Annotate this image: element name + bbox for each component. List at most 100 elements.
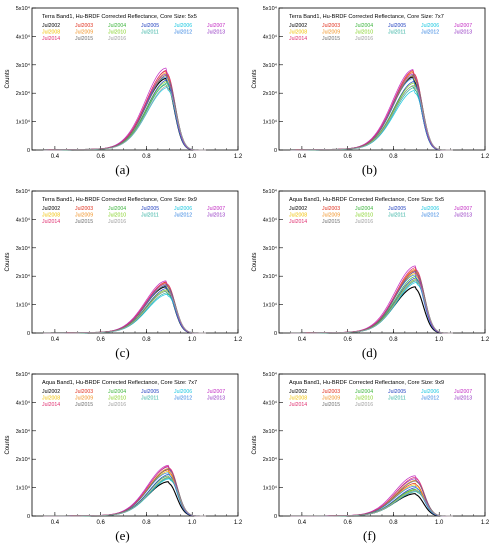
- series-line-jul2016: [43, 290, 206, 334]
- y-axis-label: Counts: [252, 435, 258, 454]
- x-tick-label: 1.2: [234, 520, 243, 526]
- legend-entry: Jul2004: [108, 389, 126, 395]
- x-tick-label: 1.0: [188, 337, 197, 343]
- legend-entry: Jul2016: [108, 36, 126, 42]
- legend-entry: Jul2013: [454, 30, 472, 36]
- y-axis-label: Counts: [5, 252, 11, 271]
- legend-entry: Jul2009: [75, 396, 93, 402]
- legend-entry: Jul2005: [388, 23, 406, 29]
- legend-entry: Jul2008: [289, 396, 307, 402]
- x-tick-label: 0.6: [343, 520, 352, 526]
- series-line-jul2014: [290, 267, 453, 334]
- x-tick-label: 0.6: [96, 154, 105, 160]
- legend-entry: Jul2008: [289, 213, 307, 219]
- legend-entry: Jul2002: [42, 23, 60, 29]
- series-line-jul2013: [290, 271, 453, 334]
- legend-entry: Jul2015: [75, 402, 93, 408]
- x-tick-label: 1.0: [188, 154, 197, 160]
- chart-panel-c: 0 1x10⁴ 2x10⁴ 3x10⁴ 4x10⁴ 5x10⁴ 0.4 0.6 0.8 1.0 1.…: [0, 183, 245, 366]
- series-line-jul2009: [43, 468, 206, 517]
- chart-svg-a: 0 1x10⁴ 2x10⁴ 3x10⁴ 4x10⁴ 5x10⁴ 0.4 0.6 0.8 1.0 1.…: [5, 5, 243, 160]
- y-tick-label: 5x10⁴: [16, 188, 31, 195]
- legend-entry: Jul2013: [454, 396, 472, 402]
- legend-entry: Jul2010: [108, 30, 126, 36]
- x-tick-label: 0.8: [389, 520, 398, 526]
- x-tick-label: 1.0: [435, 520, 444, 526]
- legend-entry: Jul2012: [421, 396, 439, 402]
- legend-entry: Jul2006: [421, 206, 439, 212]
- series-line-jul2015: [43, 468, 206, 517]
- chart-svg-c: 0 1x10⁴ 2x10⁴ 3x10⁴ 4x10⁴ 5x10⁴ 0.4 0.6 0.8 1.0 1.…: [5, 188, 243, 343]
- legend-entry: Jul2009: [322, 213, 340, 219]
- y-tick-label: 4x10⁴: [16, 33, 31, 40]
- legend-entry: Jul2007: [207, 23, 225, 29]
- x-tick-label: 1.2: [481, 520, 490, 526]
- legend-entry: Jul2005: [141, 23, 159, 29]
- legend-entry: Jul2002: [289, 389, 307, 395]
- x-tick-label: 0.8: [389, 154, 398, 160]
- x-tick-label: 1.0: [188, 520, 197, 526]
- series-line-jul2016: [290, 279, 453, 334]
- legend-entry: Jul2007: [454, 206, 472, 212]
- panel-label-b: (b): [361, 162, 378, 177]
- y-tick-label: 3x10⁴: [16, 245, 31, 252]
- legend-entry: Jul2014: [289, 402, 307, 408]
- legend-entry: Jul2008: [289, 30, 307, 36]
- legend-entry: Jul2004: [355, 206, 373, 212]
- legend-entry: Jul2015: [75, 219, 93, 225]
- x-tick-label: 0.4: [298, 520, 307, 526]
- y-tick-label: 0: [27, 331, 30, 337]
- legend-entry: Jul2005: [388, 389, 406, 395]
- chart-svg-f: 0 1x10⁴ 2x10⁴ 3x10⁴ 4x10⁴ 5x10⁴ 0.4 0.6 0.8 1.0 1.…: [252, 371, 490, 526]
- legend-entry: Jul2006: [174, 206, 192, 212]
- legend-entry: Jul2011: [141, 213, 159, 219]
- legend-entry: Jul2006: [174, 23, 192, 29]
- chart-title: Aqua Band1, Hu-BRDF Corrected Reflectanc…: [289, 380, 444, 386]
- legend-entry: Jul2013: [454, 213, 472, 219]
- legend-entry: Jul2012: [174, 213, 192, 219]
- series-line-jul2008: [290, 273, 453, 334]
- legend-entry: Jul2006: [421, 389, 439, 395]
- legend-entry: Jul2012: [421, 30, 439, 36]
- legend-entry: Jul2011: [388, 396, 406, 402]
- chart-svg-d: 0 1x10⁴ 2x10⁴ 3x10⁴ 4x10⁴ 5x10⁴ 0.4 0.6 0.8 1.0 1.…: [252, 188, 490, 343]
- x-tick-label: 0.4: [298, 337, 307, 343]
- y-axis-label: Counts: [252, 252, 258, 271]
- legend-entry: Jul2004: [108, 23, 126, 29]
- y-tick-label: 4x10⁴: [263, 216, 278, 223]
- legend-entry: Jul2011: [388, 30, 406, 36]
- y-tick-label: 5x10⁴: [16, 5, 31, 12]
- legend-entry: Jul2012: [421, 213, 439, 219]
- legend-entry: Jul2012: [174, 30, 192, 36]
- x-tick-label: 0.8: [142, 520, 151, 526]
- series-line-jul2012: [43, 472, 206, 517]
- y-tick-label: 1x10⁴: [16, 119, 31, 126]
- chart-title: Terra Band1, Hu-BRDF Corrected Reflectan…: [289, 14, 444, 20]
- chart-panel-a: 0 1x10⁴ 2x10⁴ 3x10⁴ 4x10⁴ 5x10⁴ 0.4 0.6 0.8 1.0 1.…: [0, 0, 245, 183]
- legend-entry: Jul2003: [75, 206, 93, 212]
- x-tick-label: 1.2: [481, 337, 490, 343]
- x-tick-label: 1.2: [234, 154, 243, 160]
- legend-entry: Jul2004: [355, 389, 373, 395]
- legend-entry: Jul2006: [421, 23, 439, 29]
- x-tick-label: 0.6: [96, 520, 105, 526]
- legend-entry: Jul2016: [355, 402, 373, 408]
- series-line-jul2009: [290, 268, 453, 334]
- legend-entry: Jul2013: [207, 213, 225, 219]
- x-tick-label: 0.8: [389, 337, 398, 343]
- legend-entry: Jul2011: [141, 30, 159, 36]
- y-tick-label: 2x10⁴: [263, 456, 278, 463]
- x-tick-label: 0.6: [96, 337, 105, 343]
- panel-label-e: (e): [115, 528, 130, 543]
- chart-svg-e: 0 1x10⁴ 2x10⁴ 3x10⁴ 4x10⁴ 5x10⁴ 0.4 0.6 0.8 1.0 1.…: [5, 371, 243, 526]
- legend-entry: Jul2008: [42, 30, 60, 36]
- x-tick-label: 1.0: [435, 154, 444, 160]
- legend-entry: Jul2009: [322, 30, 340, 36]
- legend-entry: Jul2014: [289, 36, 307, 42]
- legend-entry: Jul2016: [355, 36, 373, 42]
- x-tick-label: 1.2: [481, 154, 490, 160]
- y-tick-label: 1x10⁴: [16, 302, 31, 309]
- legend-entry: Jul2005: [141, 389, 159, 395]
- chart-panel-b: 0 1x10⁴ 2x10⁴ 3x10⁴ 4x10⁴ 5x10⁴ 0.4 0.6 0.8 1.0 1.…: [247, 0, 492, 183]
- legend-entry: Jul2010: [355, 396, 373, 402]
